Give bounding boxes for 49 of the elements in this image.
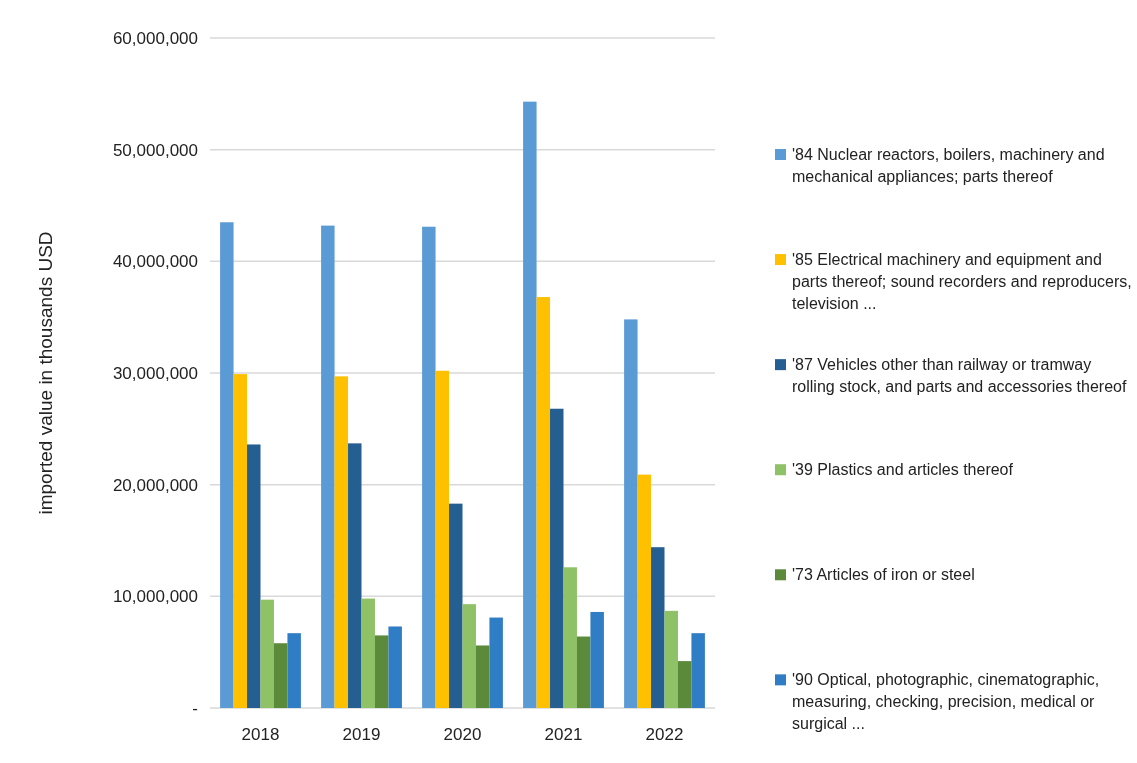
bar bbox=[637, 474, 652, 708]
bar bbox=[334, 376, 349, 708]
y-tick-label: 50,000,000 bbox=[112, 140, 198, 160]
bar bbox=[422, 226, 436, 708]
x-tick-label: 2019 bbox=[342, 725, 381, 744]
bar bbox=[677, 661, 692, 708]
x-tick-label: 2021 bbox=[544, 725, 583, 744]
legend-label: '39 Plastics and articles thereof bbox=[792, 461, 1014, 479]
legend-label: '73 Articles of iron or steel bbox=[792, 566, 975, 584]
bar bbox=[321, 225, 335, 708]
x-tick-label: 2018 bbox=[241, 725, 280, 744]
bar bbox=[247, 444, 261, 708]
bar bbox=[523, 101, 537, 708]
y-tick-label: 60,000,000 bbox=[112, 28, 198, 48]
bar bbox=[664, 610, 678, 708]
bar bbox=[624, 319, 638, 708]
bar bbox=[576, 636, 591, 708]
legend-label: '85 Electrical machinery and equipment and parts thereof; sound recorders and reproducers, television ... bbox=[792, 251, 1132, 313]
bar bbox=[563, 567, 577, 708]
bar bbox=[489, 617, 503, 708]
bar bbox=[348, 443, 362, 708]
y-tick-label: 10,000,000 bbox=[112, 587, 198, 607]
bar bbox=[462, 604, 476, 708]
x-tick-label: 2022 bbox=[645, 725, 684, 744]
bar bbox=[691, 633, 705, 708]
y-tick-label: - bbox=[192, 698, 198, 718]
bar bbox=[388, 626, 402, 708]
bar bbox=[550, 408, 564, 708]
y-tick-label: 20,000,000 bbox=[112, 475, 198, 495]
y-tick-label: 40,000,000 bbox=[112, 252, 198, 272]
bar bbox=[449, 503, 463, 708]
bar bbox=[536, 297, 551, 708]
bar bbox=[287, 633, 301, 708]
bar bbox=[374, 635, 389, 708]
bar bbox=[590, 611, 604, 708]
bar bbox=[260, 599, 274, 708]
bar bbox=[651, 547, 665, 708]
y-tick-label: 30,000,000 bbox=[112, 363, 198, 383]
bar bbox=[475, 645, 490, 708]
bar bbox=[233, 374, 248, 708]
y-axis-title: imported value in thousands USD bbox=[35, 231, 56, 515]
bar bbox=[273, 643, 288, 708]
legend-label: '90 Optical, photographic, cinematographic, measuring, checking, precision, medical or surgical ... bbox=[792, 671, 1100, 733]
bar bbox=[435, 370, 450, 708]
bar bbox=[361, 598, 375, 708]
legend-label: '84 Nuclear reactors, boilers, machinery and mechanical appliances; parts thereof bbox=[792, 146, 1105, 185]
legend-label: '87 Vehicles other than railway or tramway rolling stock, and parts and accessories thereof bbox=[792, 356, 1127, 396]
x-tick-label: 2020 bbox=[443, 725, 482, 744]
bar bbox=[220, 222, 234, 708]
